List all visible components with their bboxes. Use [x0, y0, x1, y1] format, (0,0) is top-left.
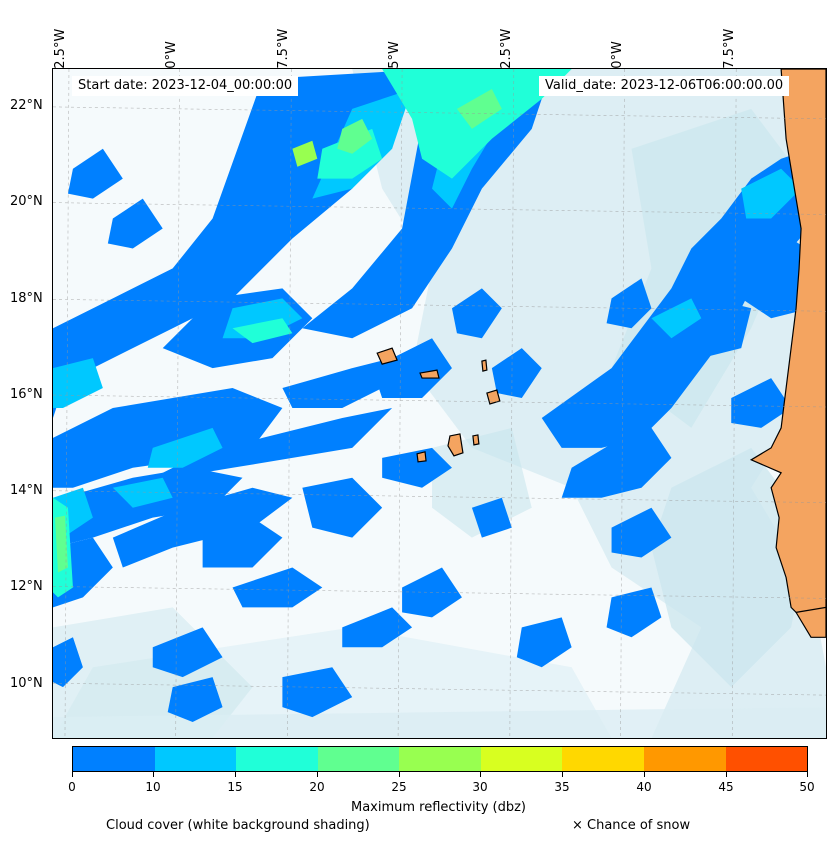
- colorbar-seg-3: [317, 747, 400, 771]
- island-fogo: [416, 451, 427, 463]
- map-panel[interactable]: [52, 68, 827, 739]
- cb-tick-9: [807, 772, 808, 777]
- cb-tick-5: [480, 772, 481, 777]
- cb-tick-7: [644, 772, 645, 777]
- colorbar-seg-7: [643, 747, 726, 771]
- cloud-cover-note: Cloud cover (white background shading): [106, 818, 370, 833]
- colorbar-seg-2: [236, 747, 318, 771]
- cb-tick-0: [72, 772, 73, 777]
- cb-tick-4: [399, 772, 400, 777]
- cb-ticklabel-1: 10: [145, 780, 161, 794]
- graticule: [53, 69, 826, 738]
- cb-ticklabel-6: 35: [554, 780, 570, 794]
- island-santiago: [447, 433, 464, 457]
- cb-tick-1: [153, 772, 154, 777]
- reflectivity-colorbar: [72, 746, 808, 772]
- reflectivity-20-25: [54, 88, 502, 573]
- cb-tick-2: [235, 772, 236, 777]
- lat-label-14n: 14°N: [10, 483, 43, 498]
- lat-label-16n: 16°N: [10, 387, 43, 402]
- land-layer: [749, 69, 826, 638]
- island-sal: [481, 359, 488, 372]
- colorbar-seg-6: [562, 747, 644, 771]
- reflectivity-25-30: [292, 140, 318, 167]
- cb-tick-6: [562, 772, 563, 777]
- valid-date-label: Valid_date: 2023-12-06T06:00:00.00: [539, 76, 790, 96]
- island-maio: [472, 434, 480, 446]
- colorbar-seg-0: [73, 747, 155, 771]
- lat-label-10n: 10°N: [10, 676, 43, 691]
- cb-ticklabel-7: 40: [636, 780, 652, 794]
- island-boa-vista: [486, 389, 501, 405]
- cb-tick-8: [726, 772, 727, 777]
- lat-label-12n: 12°N: [10, 579, 43, 594]
- map-canvas: [53, 69, 826, 738]
- cb-tick-3: [317, 772, 318, 777]
- start-date-label: Start date: 2023-12-04_00:00:00: [72, 76, 299, 96]
- cape-verde-islands: [376, 347, 501, 463]
- lat-label-22n: 22°N: [10, 98, 43, 113]
- snow-legend: × Chance of snow: [572, 818, 691, 833]
- lat-label-20n: 20°N: [10, 194, 43, 209]
- colorbar-seg-1: [154, 747, 237, 771]
- colorbar-title: Maximum reflectivity (dbz): [351, 800, 526, 815]
- island-sao-nicolau: [419, 369, 440, 379]
- lat-label-18n: 18°N: [10, 291, 43, 306]
- colorbar-seg-8: [725, 747, 808, 771]
- cb-ticklabel-9: 50: [799, 780, 815, 794]
- cb-ticklabel-5: 30: [472, 780, 488, 794]
- cb-ticklabel-4: 25: [391, 780, 407, 794]
- island-santo-antao: [376, 347, 398, 365]
- cb-ticklabel-3: 20: [309, 780, 325, 794]
- colorbar-seg-4: [399, 747, 481, 771]
- cb-ticklabel-8: 45: [718, 780, 734, 794]
- colorbar-seg-5: [480, 747, 563, 771]
- cb-ticklabel-0: 0: [68, 780, 76, 794]
- cb-ticklabel-2: 15: [227, 780, 243, 794]
